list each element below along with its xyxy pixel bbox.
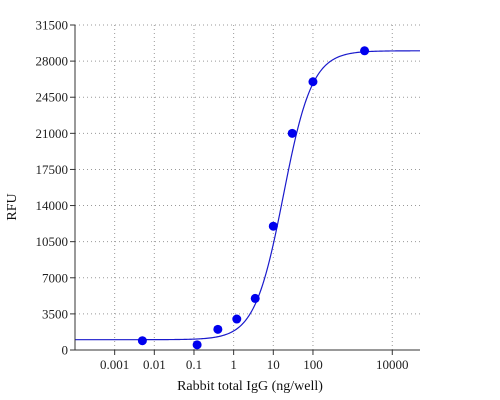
axis-layer: 0 3500 7000 10500 14000 17500 21000 24500 28000 3… <box>36 18 420 372</box>
data-point <box>360 46 370 56</box>
data-point <box>250 293 260 303</box>
y-tick-label: 14000 <box>36 198 69 213</box>
y-tick-label: 28000 <box>36 54 69 69</box>
point-layer <box>137 46 370 350</box>
x-tick-label: 1 <box>230 357 237 372</box>
y-tick-label: 17500 <box>36 162 69 177</box>
y-tick-label: 31500 <box>36 18 69 33</box>
y-tick-label: 7000 <box>42 270 68 285</box>
x-tick-label: 10000 <box>376 357 409 372</box>
x-axis-label: Rabbit total IgG (ng/well) <box>177 379 323 394</box>
y-axis-label: RFU <box>5 193 20 220</box>
data-point <box>137 336 147 346</box>
fit-curve-line <box>75 50 421 341</box>
data-point <box>192 340 202 350</box>
x-tick-label: 0.01 <box>143 357 166 372</box>
y-tick-label: 3500 <box>42 306 68 321</box>
grid-layer <box>75 24 420 350</box>
x-tick-label: 100 <box>303 357 323 372</box>
y-tick-label: 10500 <box>36 234 69 249</box>
y-tick-label: 0 <box>62 343 69 358</box>
data-point <box>213 324 223 334</box>
data-point <box>268 221 278 231</box>
y-tick-label: 21000 <box>36 126 69 141</box>
data-point <box>232 314 242 324</box>
data-point <box>308 77 318 87</box>
data-point <box>287 128 297 138</box>
x-tick-label: 0.1 <box>186 357 202 372</box>
x-tick-label: 0.001 <box>100 357 129 372</box>
curve-layer <box>75 50 421 341</box>
y-tick-label: 24500 <box>36 90 69 105</box>
x-tick-label: 10 <box>267 357 280 372</box>
